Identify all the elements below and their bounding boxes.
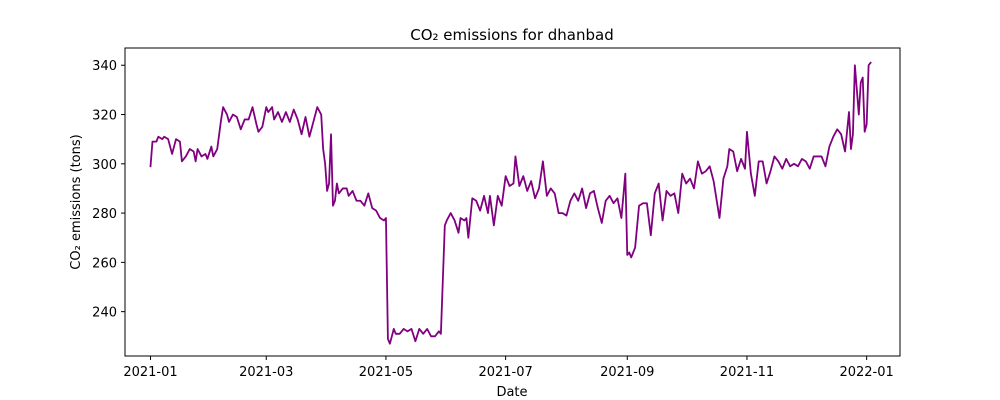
y-tick-label: 280 [92,207,117,222]
y-tick-label: 300 [92,158,117,173]
x-tick-label: 2021-03 [239,365,293,380]
x-tick-label: 2021-09 [600,365,654,380]
series-line [149,61,872,345]
y-axis-label: CO₂ emissions (tons) [69,134,84,269]
plot-frame [124,47,901,357]
x-axis-label: Date [496,385,527,400]
x-tick-label: 2021-11 [720,365,774,380]
y-tick-label: 340 [92,59,117,74]
x-tick-label: 2021-07 [478,365,532,380]
chart-title: CO₂ emissions for dhanbad [410,26,614,44]
plot-area: 2021-01 2021-03 2021-05 2021-07 2021-09 2021-… [92,47,901,380]
x-tick-label: 2021-01 [123,365,177,380]
x-tick-label: 2021-05 [359,365,413,380]
x-tick-label: 2022-01 [839,365,893,380]
y-tick-label: 260 [92,256,117,271]
y-tick-label: 320 [92,109,117,124]
y-tick-label: 240 [92,306,117,321]
